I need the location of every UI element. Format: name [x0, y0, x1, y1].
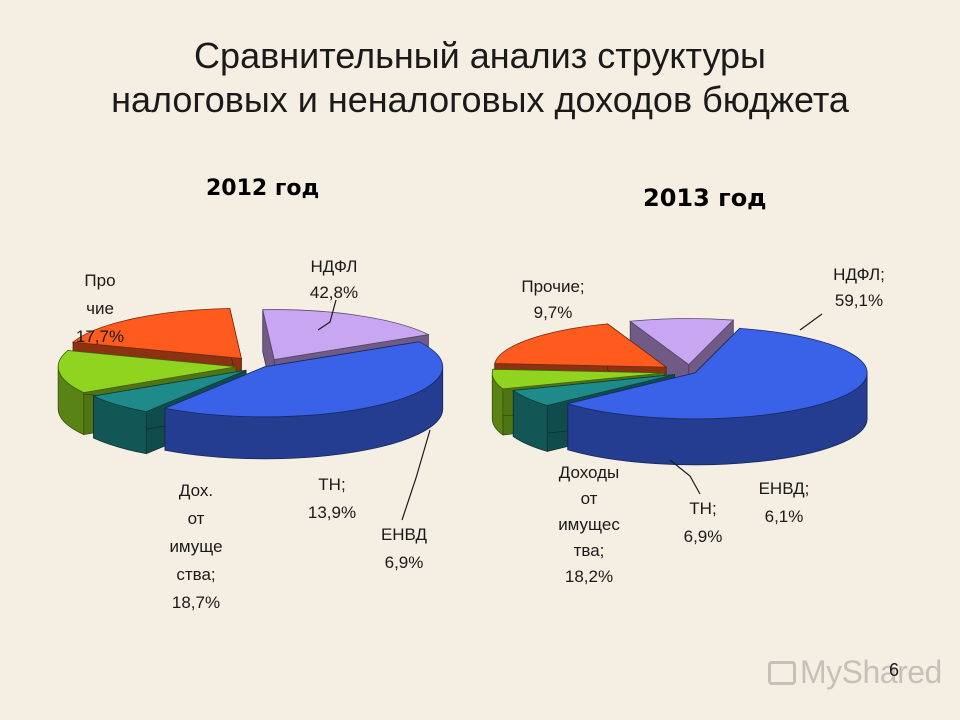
- slice-top-ndfl-2013: [566, 327, 868, 420]
- data-label-line: Про: [84, 271, 115, 290]
- data-label-line: 18,2%: [565, 567, 613, 586]
- slice-top-envd-2012: [92, 369, 247, 413]
- slice-top-other-2013: [629, 318, 735, 366]
- data-label-ndfl-2013: НДФЛ; 59,1%: [833, 265, 885, 310]
- data-label-line: ЕНВД;: [759, 479, 810, 498]
- data-labels-2012: НДФЛ 42,8% ЕНВД 6,9% ТН; 13,9% Дох. от имуще ства…: [76, 257, 431, 612]
- data-label-line: ства;: [176, 565, 215, 584]
- data-label-line: 18,7%: [172, 593, 220, 612]
- data-label-line: ТН;: [689, 499, 716, 518]
- data-label-line: 13,9%: [308, 503, 356, 522]
- page-number: 6: [889, 660, 900, 680]
- pie-chart-2012: [57, 308, 444, 460]
- data-label-line: 42,8%: [310, 283, 358, 302]
- slice-top-property-2013: [494, 323, 668, 368]
- data-label-ndfl-2012: НДФЛ 42,8%: [310, 257, 358, 302]
- data-label-line: 9,7%: [534, 303, 573, 322]
- pie-slice-ndfl-2013: [566, 327, 868, 466]
- data-label-other-2012: Про чие 17,7%: [76, 271, 124, 346]
- data-label-line: Дох.: [179, 481, 213, 500]
- data-label-line: НДФЛ: [311, 257, 358, 276]
- slice-top-envd-2013: [512, 374, 675, 406]
- slice-top-other-2012: [262, 309, 430, 361]
- data-label-line: ЕНВД: [381, 525, 428, 544]
- data-label-line: НДФЛ;: [833, 265, 885, 284]
- data-label-other-2013: Прочие; 9,7%: [521, 277, 584, 322]
- data-label-line: Доходы: [559, 463, 620, 482]
- data-labels-2013: НДФЛ; 59,1% ЕНВД; 6,1% ТН; 6,9% Доходы от имущес…: [521, 265, 884, 586]
- slide-title: Сравнительный анализ структуры налоговых…: [0, 34, 960, 122]
- data-label-line: 6,9%: [684, 527, 723, 546]
- pie-chart-2013: [491, 318, 868, 466]
- data-label-envd-2013: ЕНВД; 6,1%: [759, 479, 810, 526]
- data-label-property-2012: Дох. от имуще ства; 18,7%: [169, 481, 222, 612]
- chart-title-2012: 2012 год: [206, 176, 320, 201]
- data-label-line: 6,1%: [765, 507, 804, 526]
- data-label-line: от: [581, 489, 598, 508]
- data-label-line: 17,7%: [76, 327, 124, 346]
- leader-line-ndfl-2012: [317, 299, 337, 331]
- pie-slice-ndfl-2012: [163, 341, 444, 460]
- data-label-line: имуще: [169, 537, 222, 556]
- data-label-envd-2012: ЕНВД 6,9%: [381, 525, 428, 572]
- slice-top-ndfl-2012: [163, 341, 444, 418]
- data-label-line: ТН;: [318, 475, 345, 494]
- leader-line-tn-2013: [669, 459, 701, 495]
- presentation-icon: [768, 661, 796, 685]
- data-label-line: 6,9%: [385, 553, 424, 572]
- data-label-line: имущес: [558, 515, 620, 534]
- leader-line-ndfl-2013: [799, 313, 823, 331]
- slide-title-line-1: Сравнительный анализ структуры: [194, 35, 766, 76]
- data-label-line: 59,1%: [835, 291, 883, 310]
- chart-title-2013: 2013 год: [643, 184, 767, 212]
- slice-top-tn-2012: [57, 350, 237, 393]
- slide-title-line-2: налоговых и неналоговых доходов бюджета: [111, 79, 849, 120]
- data-label-tn-2012: ТН; 13,9%: [308, 475, 356, 522]
- data-label-line: тва;: [574, 541, 605, 560]
- watermark: MyShared: [768, 654, 942, 691]
- data-label-line: Прочие;: [521, 277, 584, 296]
- data-label-line: от: [188, 509, 205, 528]
- data-label-line: чие: [86, 299, 114, 318]
- leader-line-envd-2012: [401, 429, 431, 521]
- watermark-text: MyShared: [800, 654, 942, 690]
- data-label-tn-2013: ТН; 6,9%: [684, 499, 723, 546]
- slice-top-tn-2013: [491, 368, 665, 390]
- slice-top-property-2012: [72, 308, 242, 359]
- data-label-property-2013: Доходы от имущес тва; 18,2%: [558, 463, 620, 586]
